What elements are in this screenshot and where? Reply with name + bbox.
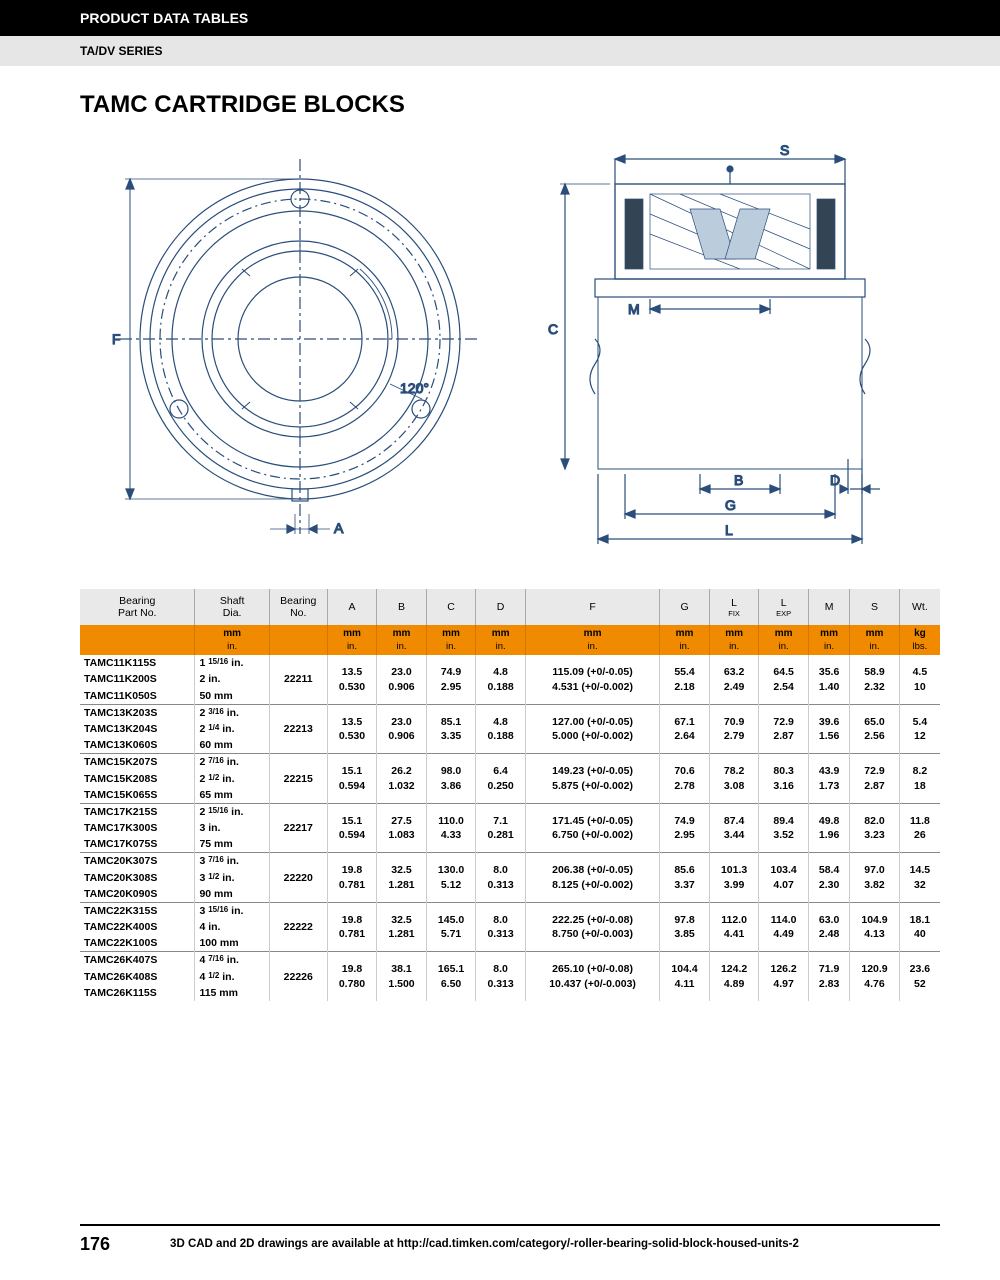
footer-text: 3D CAD and 2D drawings are available at … xyxy=(170,1234,799,1255)
svg-text:M: M xyxy=(628,301,640,317)
svg-text:A: A xyxy=(334,520,344,536)
series-header: TA/DV SERIES xyxy=(0,36,1000,66)
side-view-diagram: S xyxy=(520,139,920,559)
page-title: TAMC CARTRIDGE BLOCKS xyxy=(80,91,940,119)
front-view-diagram: F xyxy=(100,139,480,559)
data-table: BearingPart No.ShaftDia.BearingNo.ABCDFG… xyxy=(80,589,940,1001)
page-header: PRODUCT DATA TABLES xyxy=(0,0,1000,36)
diagram-row: F xyxy=(80,139,940,559)
svg-text:F: F xyxy=(112,331,121,347)
svg-text:S: S xyxy=(780,142,789,158)
table-header: BearingPart No.ShaftDia.BearingNo.ABCDFG… xyxy=(80,589,940,625)
page-number: 176 xyxy=(80,1234,110,1255)
svg-text:B: B xyxy=(734,472,743,488)
svg-text:C: C xyxy=(548,321,558,337)
svg-text:G: G xyxy=(725,497,736,513)
svg-text:120°: 120° xyxy=(400,380,429,396)
page-footer: 176 3D CAD and 2D drawings are available… xyxy=(80,1224,940,1255)
svg-text:L: L xyxy=(725,522,733,538)
